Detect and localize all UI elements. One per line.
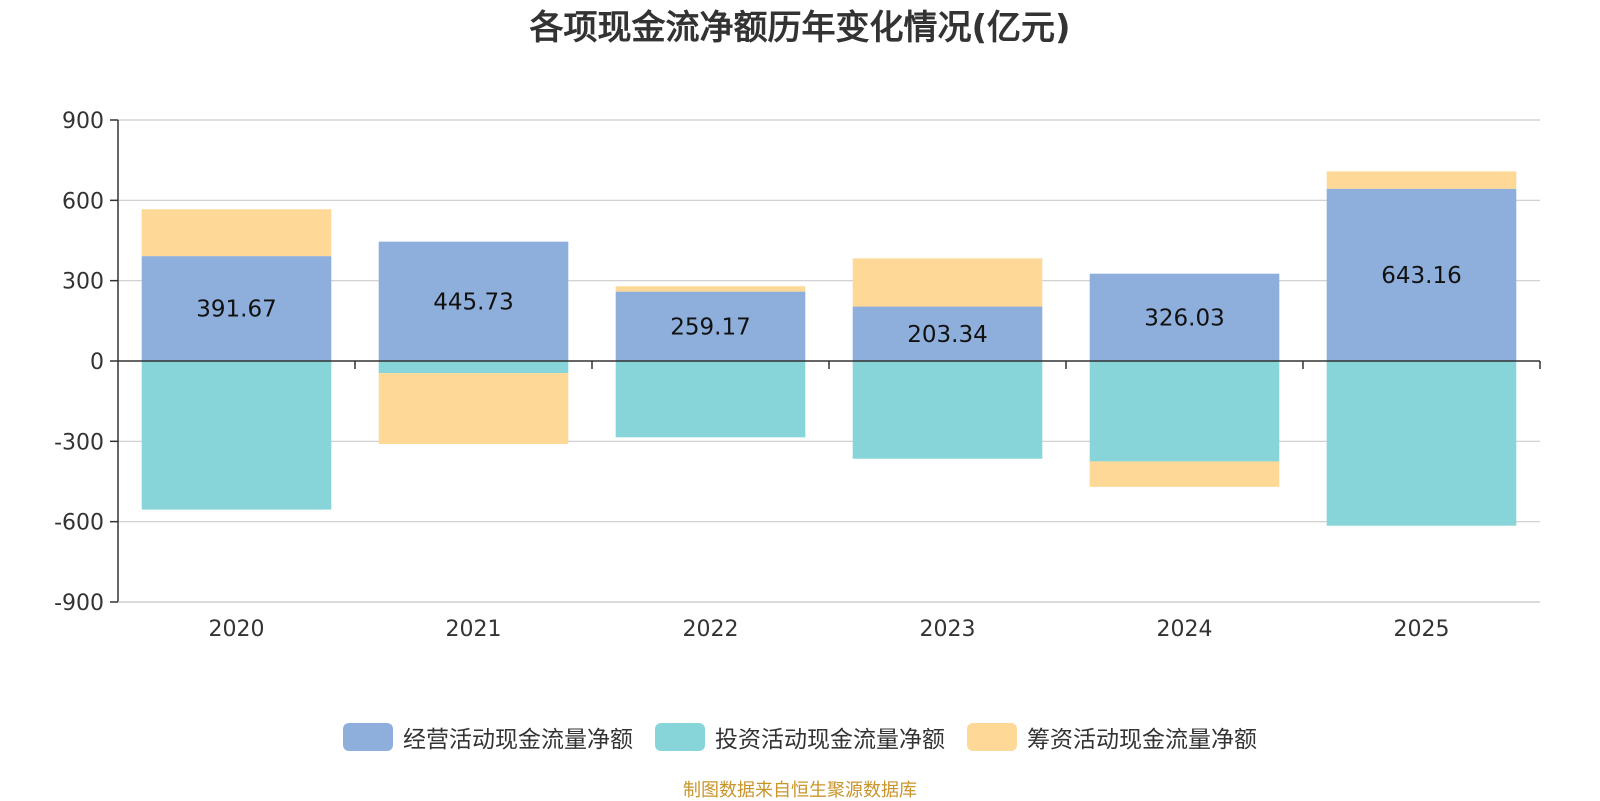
bar-investing-2020 [141, 361, 332, 510]
legend: 经营活动现金流量净额 投资活动现金流量净额 筹资活动现金流量净额 [0, 720, 1600, 754]
legend-label-operating: 经营活动现金流量净额 [403, 727, 633, 753]
y-tick-label: -600 [54, 511, 104, 536]
x-tick-label: 2021 [446, 617, 502, 642]
legend-item-financing[interactable]: 筹资活动现金流量净额 [967, 720, 1257, 754]
y-tick-label: 600 [62, 189, 104, 214]
bar-investing-2021 [378, 361, 569, 374]
bar-financing-2020 [141, 209, 332, 257]
data-label-2022: 259.17 [670, 314, 750, 340]
data-label-2020: 391.67 [196, 297, 276, 323]
bars [141, 171, 1517, 526]
data-label-2025: 643.16 [1381, 263, 1461, 289]
y-tick-label: -900 [54, 591, 104, 616]
legend-swatch-investing [655, 723, 705, 751]
legend-label-investing: 投资活动现金流量净额 [715, 727, 945, 753]
legend-swatch-financing [967, 723, 1017, 751]
bar-operating-2025 [1326, 188, 1517, 361]
data-label-2023: 203.34 [907, 322, 987, 348]
bar-investing-2023 [852, 361, 1043, 459]
bar-operating-2020 [141, 256, 332, 361]
bar-financing-2025 [1326, 171, 1517, 189]
chart-title: 各项现金流净额历年变化情况(亿元) [529, 8, 1071, 48]
bar-financing-2024 [1089, 461, 1280, 487]
legend-swatch-operating [343, 723, 393, 751]
x-tick-label: 2022 [683, 617, 739, 642]
x-tick-label: 2020 [209, 617, 265, 642]
data-labels: 391.67 445.73 259.17 203.34 326.03 643.16 [196, 263, 1461, 348]
bar-financing-2022 [615, 286, 806, 292]
bar-investing-2025 [1326, 361, 1517, 526]
data-label-2024: 326.03 [1144, 305, 1224, 331]
x-tick-label: 2024 [1157, 617, 1213, 642]
x-tick-label: 2025 [1394, 617, 1450, 642]
bar-operating-2023 [852, 306, 1043, 361]
y-tick-label: 900 [62, 109, 104, 134]
bar-investing-2024 [1089, 361, 1280, 462]
bar-operating-2022 [615, 291, 806, 361]
legend-item-investing[interactable]: 投资活动现金流量净额 [655, 720, 945, 754]
y-tick-label: 300 [62, 270, 104, 295]
source-note: 制图数据来自恒生聚源数据库 [683, 780, 917, 801]
bar-investing-2022 [615, 361, 806, 438]
x-tick-label: 2023 [920, 617, 976, 642]
bar-financing-2021 [378, 373, 569, 445]
axes: 900 600 300 0 -300 -600 -900 2020 2021 2022 2023 20… [54, 109, 1541, 642]
data-label-2021: 445.73 [433, 289, 513, 315]
bar-operating-2024 [1089, 273, 1280, 361]
legend-label-financing: 筹资活动现金流量净额 [1027, 727, 1257, 753]
y-tick-label: -300 [54, 430, 104, 455]
y-tick-label: 0 [90, 350, 104, 375]
bar-financing-2023 [852, 258, 1043, 307]
legend-item-operating[interactable]: 经营活动现金流量净额 [343, 720, 633, 754]
bar-operating-2021 [378, 241, 569, 361]
